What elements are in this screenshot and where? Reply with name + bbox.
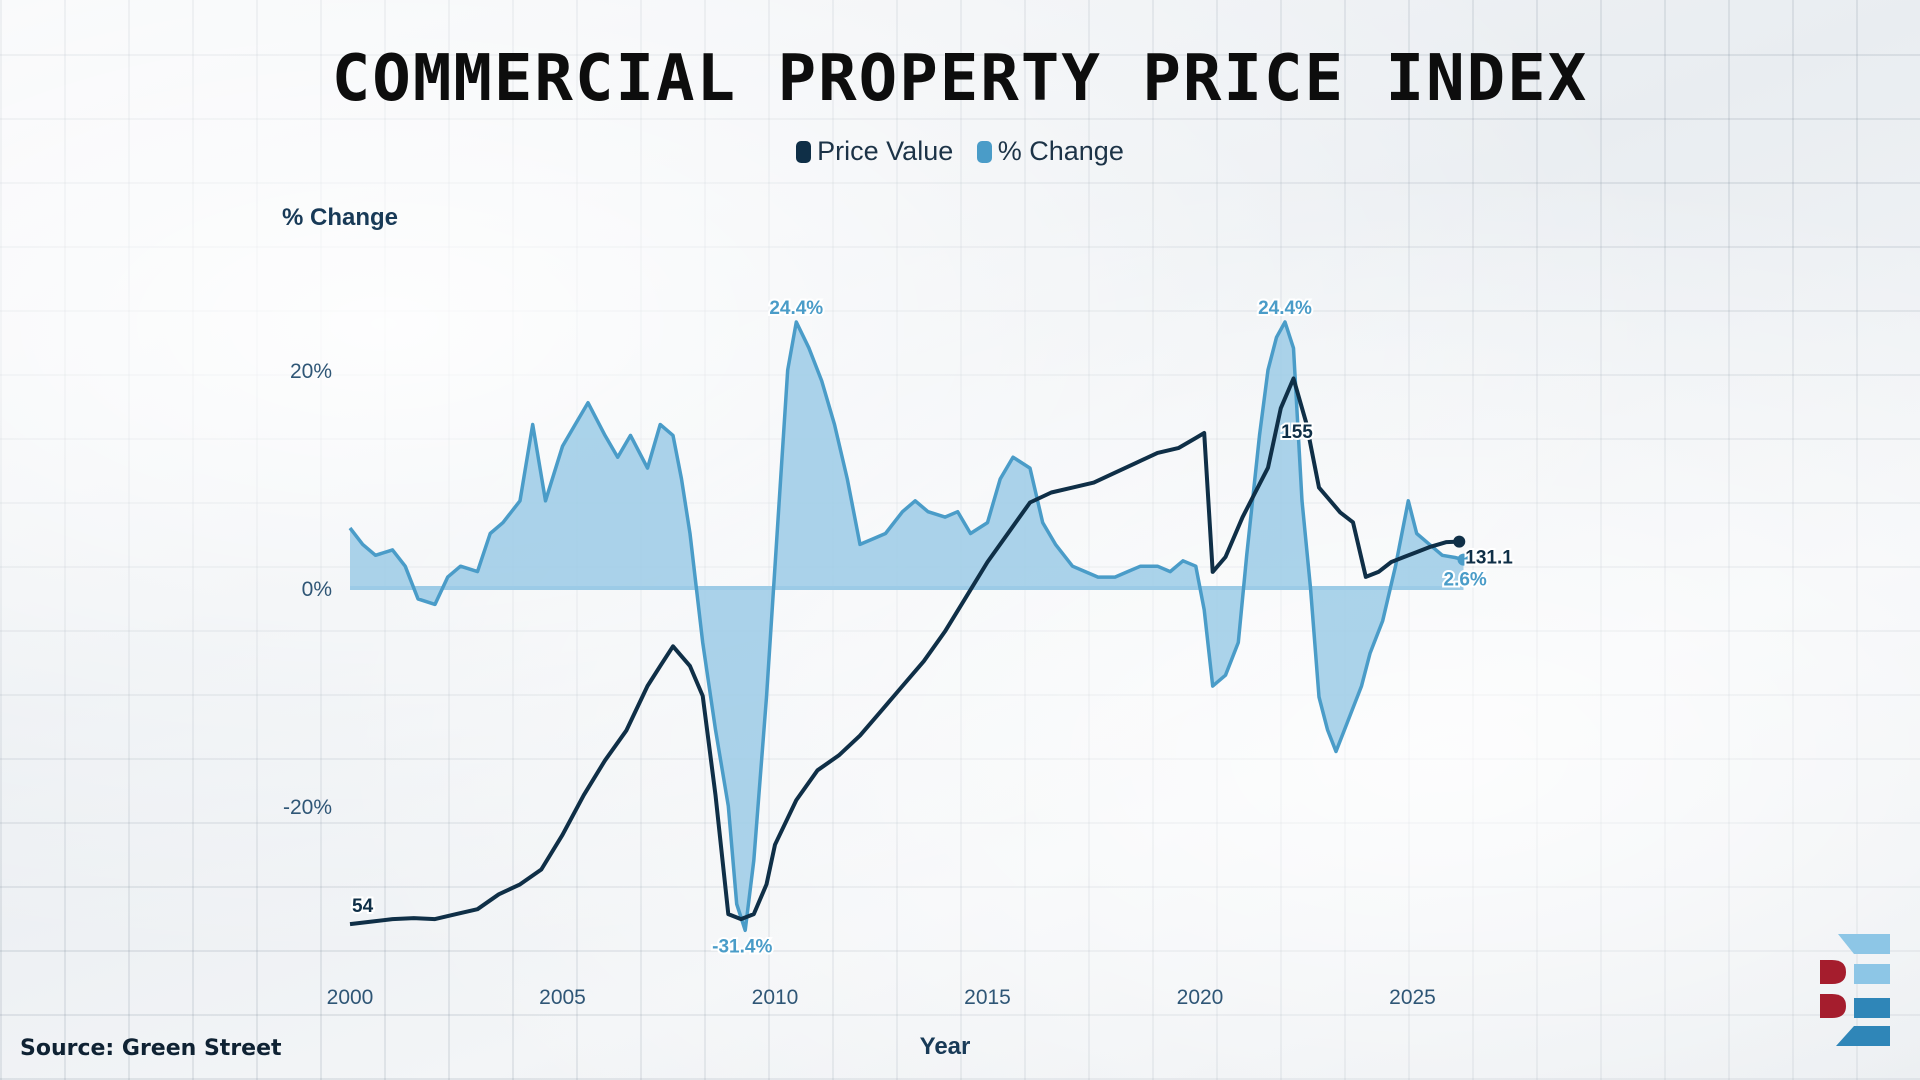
legend-label-price: Price Value bbox=[817, 136, 954, 166]
series-price-line[interactable] bbox=[349, 376, 1460, 927]
chart-legend: Price Value % Change bbox=[0, 136, 1920, 170]
y-axis-title: % Change bbox=[282, 204, 398, 231]
change-data-label: 2.6% bbox=[1444, 570, 1487, 591]
legend-swatch-change bbox=[976, 140, 992, 163]
x-tick-label: 2015 bbox=[964, 986, 1011, 1009]
x-tick-label: 2005 bbox=[539, 986, 586, 1009]
x-axis-title: Year bbox=[920, 1033, 971, 1060]
change-end-marker[interactable] bbox=[1457, 553, 1470, 566]
price-data-label: 155 bbox=[1281, 422, 1313, 443]
change-data-label: 24.4% bbox=[769, 298, 823, 319]
price-end-marker[interactable] bbox=[1453, 535, 1466, 548]
x-tick-label: 2020 bbox=[1177, 986, 1224, 1009]
x-tick-label: 2025 bbox=[1389, 986, 1436, 1009]
series-change-line[interactable] bbox=[348, 320, 1464, 933]
y-tick-label: 20% bbox=[290, 360, 332, 383]
legend-item-change[interactable]: % Change bbox=[976, 136, 1124, 167]
change-data-label: -31.4% bbox=[712, 936, 772, 957]
y-tick-label: 0% bbox=[302, 578, 332, 601]
change-data-label: 24.4% bbox=[1258, 298, 1312, 319]
legend-item-price[interactable]: Price Value bbox=[796, 136, 953, 167]
source-note: Source: Green Street bbox=[20, 1036, 282, 1061]
series-change-area bbox=[350, 322, 1464, 931]
x-tick-label: 2010 bbox=[752, 986, 799, 1009]
legend-label-change: % Change bbox=[997, 136, 1124, 166]
chart-title: COMMERCIAL PROPERTY PRICE INDEX bbox=[331, 42, 1589, 116]
x-tick-label: 2000 bbox=[327, 986, 374, 1009]
y-tick-label: -20% bbox=[283, 796, 332, 819]
price-data-label: 54 bbox=[352, 896, 374, 917]
price-data-label: 131.1 bbox=[1465, 548, 1513, 569]
bw-logo-icon bbox=[1820, 934, 1890, 1046]
legend-swatch-price bbox=[796, 140, 812, 163]
